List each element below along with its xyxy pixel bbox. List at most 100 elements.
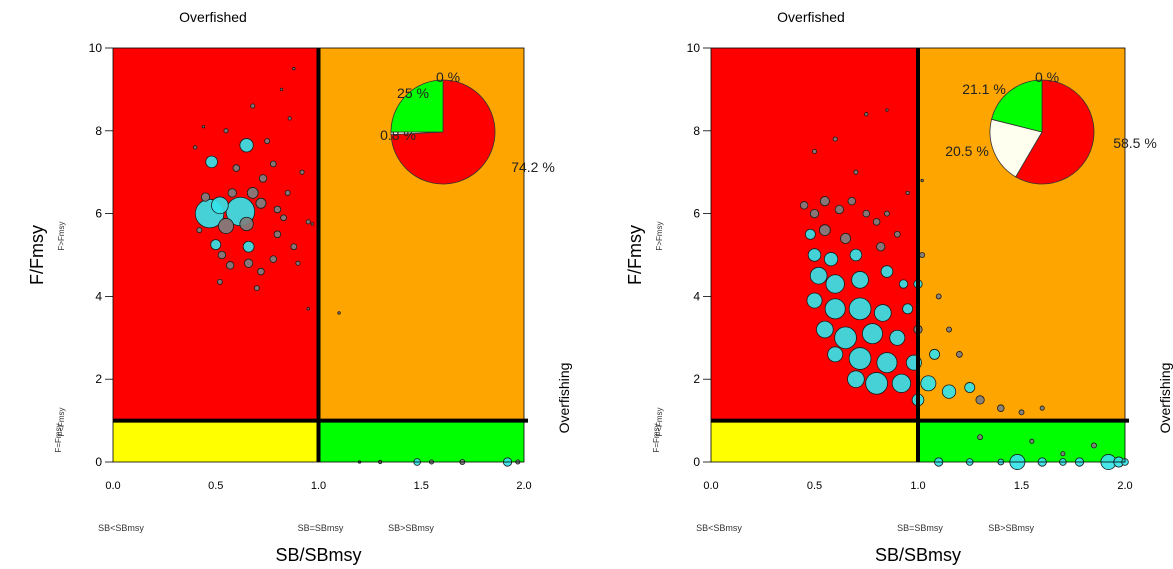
data-point <box>823 252 839 267</box>
x-tick-label: 1.5 <box>414 480 429 492</box>
pie-slice <box>1015 79 1095 185</box>
data-point <box>310 222 314 226</box>
pie-slice-label: 20.5 % <box>945 143 989 159</box>
data-point <box>225 261 235 270</box>
annotation-f-equal-fmsy: F=Fmsy <box>54 423 63 452</box>
data-point <box>975 395 985 405</box>
data-point <box>946 326 952 333</box>
data-point <box>818 224 831 237</box>
annotation-sb-above: SB>SBmsy <box>988 523 1034 533</box>
x-tick-label: 0.0 <box>105 480 120 492</box>
data-point <box>876 242 886 252</box>
y-tick-label: 4 <box>693 289 700 303</box>
data-point <box>295 260 301 266</box>
x-tick-label: 0.5 <box>208 480 223 492</box>
data-point <box>284 189 291 196</box>
data-point <box>223 128 229 134</box>
kobe-plot-right: 58.5 % 20.5 % 21.1 % 0 % 0 2 4 6 8 10 0.0 0.5 1.0 1.5… <box>625 9 1173 565</box>
data-point <box>920 375 937 392</box>
pie-slice <box>390 79 444 133</box>
y-tick-label: 0 <box>693 455 700 469</box>
data-point <box>809 266 828 285</box>
pie-slice-label: 25 % <box>397 85 429 101</box>
data-point <box>287 116 292 121</box>
x-tick-label: 1.0 <box>311 480 326 492</box>
data-point <box>280 214 287 222</box>
data-point <box>889 329 906 346</box>
data-point <box>257 267 265 276</box>
annotation-f-below-fmsy: F<Fmsy <box>655 407 664 436</box>
x-tick-label: 0.0 <box>703 480 718 492</box>
data-point <box>292 67 296 71</box>
data-point <box>997 404 1005 412</box>
data-point <box>217 250 227 260</box>
y-tick-label: 10 <box>687 41 701 55</box>
data-point <box>812 148 818 154</box>
data-point <box>200 192 211 202</box>
data-point <box>824 298 846 320</box>
chart-title: Overfished <box>179 9 247 25</box>
x-tick-label: 2.0 <box>1117 480 1132 492</box>
data-point <box>840 233 851 244</box>
data-point <box>834 204 844 215</box>
data-point <box>902 303 914 315</box>
data-point <box>919 252 926 258</box>
y-tick-label: 6 <box>95 207 102 221</box>
data-point <box>273 205 282 214</box>
annotation-f-equal-fmsy: F=Fmsy <box>652 423 661 452</box>
x-tick-label: 1.0 <box>910 480 925 492</box>
data-point <box>847 196 856 206</box>
annotation-sb-equal: SB=SBmsy <box>897 523 943 533</box>
data-point <box>941 384 957 399</box>
y-axis-label: F/Fmsy <box>27 225 47 285</box>
data-point <box>299 169 305 175</box>
data-point <box>920 178 924 183</box>
data-point <box>905 190 910 195</box>
pie-slice-label: 0 % <box>1035 69 1059 85</box>
y-tick-label: 0 <box>95 455 102 469</box>
data-point <box>935 293 942 300</box>
data-point <box>834 326 857 350</box>
data-point <box>825 274 845 294</box>
y-tick-label: 8 <box>693 124 700 138</box>
data-point <box>239 216 254 232</box>
data-point <box>1091 442 1097 449</box>
data-point <box>290 243 298 251</box>
y-tick-label: 10 <box>89 41 103 55</box>
data-point <box>1029 438 1035 444</box>
pie-slice-label: 21.1 % <box>962 81 1006 97</box>
y-tick-label: 6 <box>693 207 700 221</box>
data-point <box>244 258 254 268</box>
y-axis-label: F/Fmsy <box>625 225 645 285</box>
data-point <box>861 323 883 345</box>
data-point <box>799 201 809 210</box>
plot-frame <box>710 47 1126 463</box>
chart-title: Overfished <box>777 9 845 25</box>
annotation-sb-above: SB>SBmsy <box>388 523 434 533</box>
data-point <box>964 382 976 393</box>
data-point <box>239 138 254 153</box>
quadrant-healthy <box>918 420 1125 462</box>
data-point <box>876 352 898 374</box>
annotation-sb-below: SB<SBmsy <box>696 523 742 533</box>
quadrant-healthy <box>318 420 524 462</box>
data-point <box>977 434 984 441</box>
data-point <box>253 285 260 292</box>
data-point <box>1060 451 1066 457</box>
data-point <box>1018 409 1025 416</box>
data-point <box>853 169 859 175</box>
data-point <box>885 108 889 112</box>
data-point <box>227 188 237 198</box>
data-point <box>872 218 881 226</box>
data-point <box>264 138 271 145</box>
pie-slice-label: 58.5 % <box>1113 135 1157 151</box>
data-point <box>216 278 223 285</box>
data-point <box>205 155 218 169</box>
overfishing-label: Overfishing <box>556 363 572 434</box>
plot-frame <box>112 47 525 463</box>
data-point <box>851 271 869 289</box>
x-axis-label: SB/SBmsy <box>875 545 961 565</box>
data-point <box>849 248 863 262</box>
data-point <box>874 304 892 322</box>
